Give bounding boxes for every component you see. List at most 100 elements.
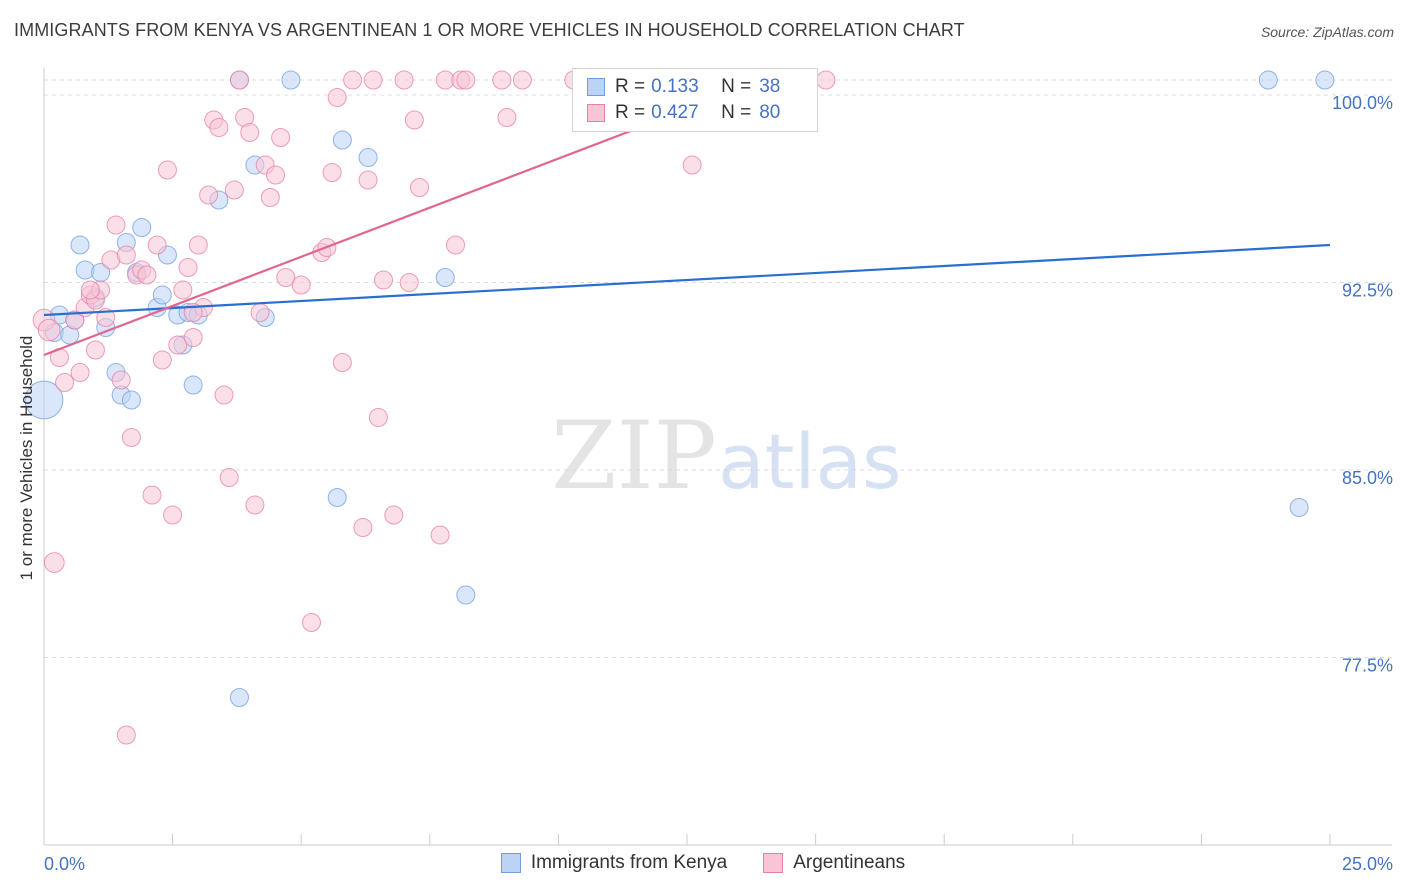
kenya-point: [332, 130, 352, 150]
legend-label: Argentineans: [793, 852, 906, 873]
kenya-point: [1315, 70, 1335, 90]
argentinean-point: [55, 373, 75, 392]
chart-title: IMMIGRANTS FROM KENYA VS ARGENTINEAN 1 O…: [14, 20, 965, 40]
r-value: 0.427: [651, 102, 699, 123]
argentineans-swatch: [763, 853, 784, 873]
argentinean-point: [65, 310, 85, 330]
x-tick-label: 0.0%: [44, 854, 85, 874]
argentinean-point: [265, 165, 285, 185]
argentinean-point: [271, 128, 291, 147]
argentinean-point: [399, 273, 419, 292]
argentinean-point: [229, 70, 249, 90]
argentinean-point: [260, 188, 280, 207]
kenya-swatch: [500, 853, 521, 873]
legend-item-argentineans[interactable]: Argentineans: [763, 852, 905, 874]
argentinean-point: [353, 518, 373, 537]
argentinean-point: [168, 335, 188, 355]
n-label: N =: [721, 102, 752, 123]
argentinean-point: [512, 70, 532, 90]
argentinean-point: [363, 70, 383, 90]
x-tick-label: 25.0%: [1342, 854, 1393, 874]
kenya-point: [1289, 498, 1309, 517]
series-legend: Immigrants from Kenya Argentineans: [0, 852, 1406, 874]
argentinean-point: [85, 340, 105, 360]
argentinean-point: [137, 265, 157, 285]
argentinean-point: [37, 318, 61, 342]
y-tick-labels: 77.5% 85.0% 92.5% 100.0%: [1332, 93, 1393, 676]
argentinean-point: [80, 280, 100, 300]
y-axis-label: 1 or more Vehicles in Household: [17, 335, 36, 581]
argentinean-point: [111, 370, 131, 390]
kenya-point: [456, 585, 476, 605]
kenya-point: [327, 488, 347, 507]
argentinean-point: [214, 385, 234, 405]
y-tick-label: 85.0%: [1342, 468, 1393, 488]
r-label: R =: [615, 102, 646, 123]
kenya-swatch: [587, 78, 605, 96]
argentinean-point: [199, 185, 219, 205]
argentinean-point: [410, 178, 430, 197]
argentinean-point: [343, 70, 363, 90]
kenya-point: [132, 218, 152, 237]
argentinean-point: [121, 428, 141, 447]
argentinean-point: [430, 525, 450, 545]
r-label: R =: [615, 76, 646, 97]
argentinean-point: [291, 275, 311, 295]
argentinean-point: [163, 505, 183, 525]
argentinean-point: [327, 88, 347, 107]
kenya-point: [1258, 70, 1278, 90]
watermark-zip: ZIP: [551, 402, 717, 511]
y-tick-label: 100.0%: [1332, 93, 1393, 113]
argentinean-point: [209, 118, 229, 137]
argentinean-point: [116, 725, 136, 745]
argentinean-point: [404, 110, 424, 130]
kenya-point: [121, 390, 141, 410]
data-points: [24, 70, 1335, 745]
argentinean-point: [374, 270, 394, 290]
argentinean-point: [96, 308, 116, 327]
x-tick-labels: 0.0% 25.0%: [44, 854, 1393, 874]
argentinean-point: [178, 258, 198, 277]
argentinean-point: [142, 485, 162, 505]
argentinean-point: [188, 235, 208, 255]
argentinean-point: [224, 180, 244, 200]
source-label: Source: ZipAtlas.com: [1260, 24, 1394, 40]
kenya-point: [152, 285, 172, 305]
argentinean-point: [497, 108, 517, 127]
kenya-point: [435, 268, 455, 287]
kenya-point: [70, 235, 90, 255]
argentinean-point: [147, 235, 167, 255]
argentinean-point: [446, 235, 466, 255]
legend-row-argentineans: R = 0.427 N = 80: [587, 101, 780, 125]
kenya-trend-line: [43, 243, 1331, 317]
kenya-point: [358, 148, 378, 167]
kenya-point: [229, 688, 249, 707]
argentinean-point: [394, 70, 414, 90]
argentinean-point: [358, 170, 378, 190]
kenya-point: [183, 375, 203, 395]
argentinean-point: [384, 505, 404, 525]
argentinean-point: [456, 70, 476, 90]
n-value: 80: [759, 102, 781, 123]
argentinean-point: [240, 123, 260, 142]
n-label: N =: [721, 76, 752, 97]
argentinean-point: [106, 215, 126, 235]
argentinean-point: [43, 552, 65, 573]
argentinean-point: [301, 613, 321, 632]
argentinean-point: [332, 353, 352, 372]
argentineans-swatch: [587, 104, 605, 122]
r-value: 0.133: [651, 76, 699, 97]
kenya-point: [24, 380, 64, 420]
argentinean-point: [250, 303, 270, 322]
watermark-atlas: atlas: [718, 417, 902, 506]
axes: [43, 68, 1392, 846]
legend-item-kenya[interactable]: Immigrants from Kenya: [500, 852, 727, 874]
n-value: 38: [759, 76, 781, 97]
stats-legend: R = 0.133 N = 38 R = 0.427 N = 80: [572, 68, 818, 132]
argentinean-point: [368, 408, 388, 427]
argentinean-point: [816, 70, 836, 90]
argentinean-point: [492, 70, 512, 90]
argentinean-point: [173, 280, 193, 300]
argentinean-point: [245, 495, 265, 515]
